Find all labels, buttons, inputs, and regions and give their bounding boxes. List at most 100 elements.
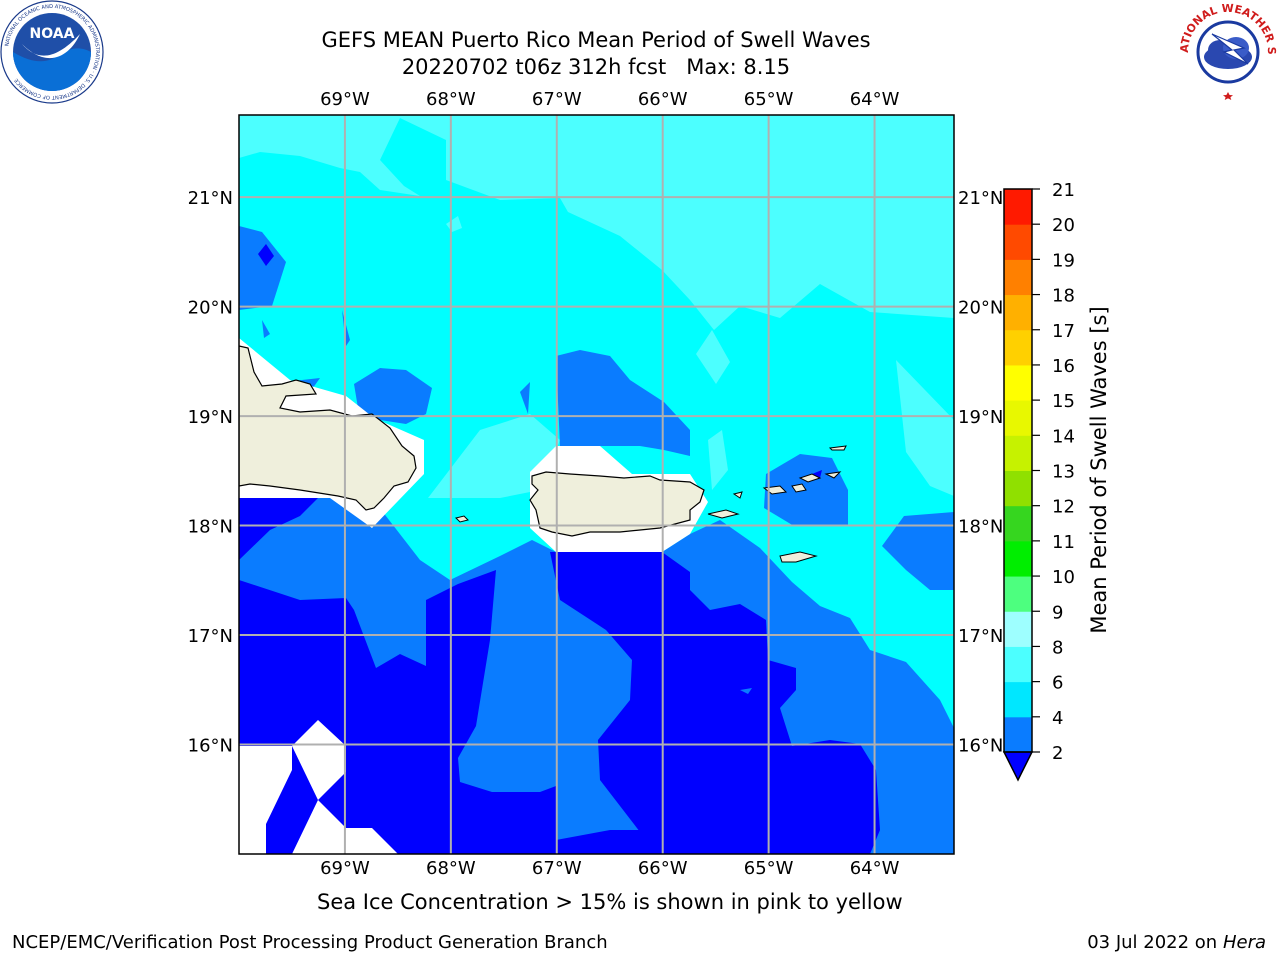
lon-label-bottom: 65°W	[744, 858, 794, 879]
footer-date: 03 Jul 2022 on Hera	[1087, 932, 1266, 953]
footer-credit: NCEP/EMC/Verification Post Processing Pr…	[12, 932, 608, 953]
colorbar-tick-label: 16	[1052, 356, 1075, 377]
colorbar-tick-label: 9	[1052, 602, 1063, 623]
band-6-8-patch-b	[896, 360, 954, 496]
band-2-4-hispaniola-n	[354, 368, 432, 424]
lon-label-top: 68°W	[426, 89, 476, 110]
colorbar-tick-label: 20	[1052, 215, 1075, 236]
lon-labels-bottom: 69°W 68°W 67°W 66°W 65°W 64°W	[320, 858, 900, 879]
mask-sw-a	[239, 746, 292, 854]
land-st-john	[791, 483, 807, 493]
land-anegada	[828, 445, 847, 451]
lat-label-right: 19°N	[958, 407, 1003, 428]
colorbar-segment	[1004, 435, 1032, 471]
band-6-8-patch-d	[708, 430, 728, 490]
colorbar-segment	[1004, 716, 1032, 753]
nws-logo: NATIONAL WEATHER SERVICE	[1176, 0, 1278, 100]
colorbar-tick-label: 6	[1052, 673, 1063, 694]
lon-label-top: 69°W	[320, 89, 370, 110]
colorbar-segment	[1004, 681, 1032, 718]
colorbar-segment	[1004, 540, 1032, 577]
band-lt-2-speck-b	[812, 470, 822, 478]
colorbar-tick-label: 17	[1052, 321, 1075, 342]
colorbar-tick-label: 15	[1052, 391, 1075, 412]
land-mona	[455, 515, 469, 523]
colorbar-tick-label: 19	[1052, 250, 1075, 271]
band-2-4-mona	[556, 350, 690, 456]
colorbar-segment	[1004, 259, 1032, 296]
lon-labels-top: 69°W 68°W 67°W 66°W 65°W 64°W	[320, 89, 900, 110]
colorbar-tick-label: 13	[1052, 462, 1075, 483]
lon-label-bottom: 66°W	[638, 858, 688, 879]
colorbar: 2 4 6 8 9 10 11 12 13 14 15 16 17 18 19 20 21	[1002, 180, 1075, 782]
lat-label-left: 16°N	[188, 736, 233, 757]
band-2-4-sliver-d	[520, 382, 530, 414]
colorbar-tick-label: 11	[1052, 532, 1075, 553]
band-6-8-patch-a	[696, 330, 730, 384]
noaa-logo: NATIONAL OCEANIC AND ATMOSPHERIC ADMINIS…	[0, 0, 104, 104]
colorbar-segment	[1004, 611, 1032, 647]
colorbar-segment	[1004, 329, 1032, 366]
map-frame	[238, 114, 955, 855]
lon-label-bottom: 67°W	[532, 858, 582, 879]
lon-label-top: 64°W	[850, 89, 900, 110]
lon-label-bottom: 68°W	[426, 858, 476, 879]
lat-label-left: 18°N	[188, 517, 233, 538]
band-2-4-sliver-a	[262, 320, 270, 338]
lat-label-right: 17°N	[958, 626, 1003, 647]
chart-title: GEFS MEAN Puerto Rico Mean Period of Swe…	[321, 28, 871, 52]
lat-labels-right: 21°N 20°N 19°N 18°N 17°N 16°N	[958, 188, 1003, 756]
band-lt-2-gap	[740, 688, 752, 694]
lon-label-top: 66°W	[638, 89, 688, 110]
band-lt-2-speck-a	[258, 244, 274, 266]
colorbar-extend-low	[1002, 751, 1034, 782]
colorbar-segment	[1004, 505, 1032, 542]
colorbar-tick-label: 8	[1052, 637, 1063, 658]
colorbar-tick-label: 10	[1052, 567, 1075, 588]
colorbar-label: Mean Period of Swell Waves [s]	[1087, 306, 1111, 633]
lat-label-left: 20°N	[188, 298, 233, 319]
colorbar-tick-label: 4	[1052, 708, 1063, 729]
colorbar-tick-label: 18	[1052, 286, 1075, 307]
band-6-8-north	[239, 115, 954, 330]
band-2-4-west	[239, 226, 286, 310]
lat-label-right: 16°N	[958, 736, 1003, 757]
noaa-logo-text: NOAA	[30, 26, 75, 42]
mask-sw-b	[292, 720, 346, 800]
land-hispaniola	[239, 345, 417, 511]
band-6-8-patch-c	[428, 414, 560, 498]
land-culebra	[732, 491, 743, 499]
colorbar-tick-label: 14	[1052, 426, 1075, 447]
colorbar-segment	[1004, 364, 1032, 401]
swell-period-field	[239, 115, 954, 854]
land-virgin-gorda	[824, 471, 842, 479]
land-vieques	[707, 509, 740, 519]
lat-label-right: 21°N	[958, 188, 1003, 209]
land-st-croix	[779, 551, 818, 563]
colorbar-segment	[1004, 470, 1032, 507]
lat-label-left: 21°N	[188, 188, 233, 209]
colorbar-segment	[1004, 224, 1032, 260]
lat-label-left: 17°N	[188, 626, 233, 647]
lat-label-left: 19°N	[188, 407, 233, 428]
chart-subtitle: 20220702 t06z 312h fcst Max: 8.15	[401, 55, 791, 79]
lon-label-top: 65°W	[744, 89, 794, 110]
land-tortola	[798, 473, 822, 483]
colorbar-tick-label: 12	[1052, 497, 1075, 518]
band-lt-2-west-tip	[239, 498, 318, 560]
graticule	[239, 115, 954, 854]
colorbar-tick-label: 21	[1052, 180, 1075, 201]
band-lt-2-central	[550, 552, 880, 854]
lat-labels-left: 21°N 20°N 19°N 18°N 17°N 16°N	[188, 188, 233, 756]
lon-label-bottom: 69°W	[320, 858, 370, 879]
footer-host: Hera	[1222, 932, 1266, 953]
lat-label-right: 20°N	[958, 298, 1003, 319]
colorbar-segment	[1004, 189, 1032, 225]
lon-label-bottom: 64°W	[850, 858, 900, 879]
land-puerto-rico	[529, 471, 705, 537]
colorbar-segment	[1004, 646, 1032, 683]
band-2-4-east	[882, 512, 954, 590]
caption: Sea Ice Concentration > 15% is shown in …	[317, 890, 903, 914]
colorbar-tick-label: 2	[1052, 743, 1063, 764]
